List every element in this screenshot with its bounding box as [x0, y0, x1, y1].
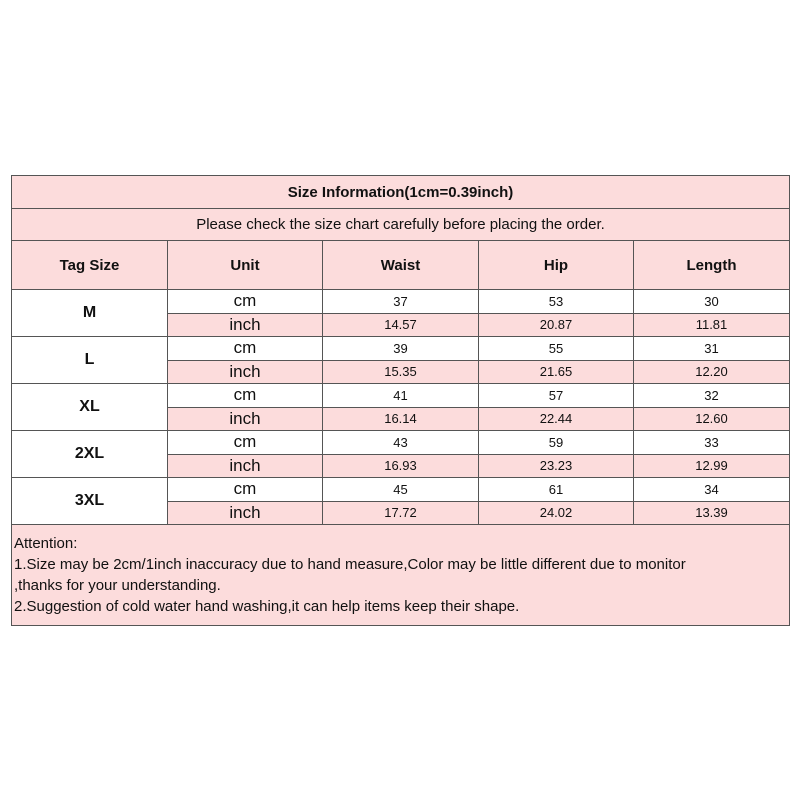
unit-cell: inch	[167, 359, 323, 384]
waist-cell: 39	[322, 336, 479, 361]
header-tag-size: Tag Size	[11, 240, 168, 290]
hip-cell: 23.23	[478, 453, 634, 478]
table-row: 2XL cm 43 59 33	[11, 430, 790, 478]
table-title: Size Information(1cm=0.39inch)	[11, 175, 790, 209]
hip-cell: 24.02	[478, 500, 634, 525]
header-waist: Waist	[322, 240, 479, 290]
attention-note: Attention: 1.Size may be 2cm/1inch inaccu…	[11, 524, 790, 626]
table-subtitle: Please check the size chart carefully be…	[11, 208, 790, 241]
tag-size-cell: M	[11, 289, 168, 337]
attention-line: Attention:	[14, 535, 78, 552]
hip-cell: 21.65	[478, 359, 634, 384]
hip-cell: 53	[478, 289, 634, 314]
table-row: inch 16.14 22.44 12.60	[11, 406, 790, 431]
table-row: inch 15.35 21.65 12.20	[11, 359, 790, 384]
length-cell: 12.99	[633, 453, 790, 478]
tag-size-cell: 2XL	[11, 430, 168, 478]
hip-cell: 20.87	[478, 312, 634, 337]
table-row: 3XL cm 45 61 34	[11, 477, 790, 525]
header-row: Tag Size Unit Waist Hip Length	[11, 240, 790, 290]
waist-cell: 45	[322, 477, 479, 502]
unit-cell: cm	[167, 383, 323, 408]
table-row: XL cm 41 57 32	[11, 383, 790, 431]
unit-cell: cm	[167, 336, 323, 361]
unit-cell: inch	[167, 453, 323, 478]
unit-cell: inch	[167, 500, 323, 525]
waist-cell: 15.35	[322, 359, 479, 384]
hip-cell: 59	[478, 430, 634, 455]
unit-cell: cm	[167, 430, 323, 455]
waist-cell: 16.14	[322, 406, 479, 431]
unit-cell: inch	[167, 406, 323, 431]
table-row: inch 16.93 23.23 12.99	[11, 453, 790, 478]
length-cell: 34	[633, 477, 790, 502]
waist-cell: 43	[322, 430, 479, 455]
length-cell: 31	[633, 336, 790, 361]
waist-cell: 14.57	[322, 312, 479, 337]
size-chart-table: Size Information(1cm=0.39inch) Please ch…	[11, 175, 790, 626]
header-hip: Hip	[478, 240, 634, 290]
length-cell: 30	[633, 289, 790, 314]
length-cell: 12.20	[633, 359, 790, 384]
attention-line: ,thanks for your understanding.	[14, 577, 221, 594]
length-cell: 33	[633, 430, 790, 455]
attention-line: 2.Suggestion of cold water hand washing,…	[14, 598, 520, 615]
length-cell: 11.81	[633, 312, 790, 337]
hip-cell: 57	[478, 383, 634, 408]
unit-cell: cm	[167, 477, 323, 502]
length-cell: 13.39	[633, 500, 790, 525]
tag-size-cell: L	[11, 336, 168, 384]
attention-line: 1.Size may be 2cm/1inch inaccuracy due t…	[14, 556, 686, 573]
hip-cell: 22.44	[478, 406, 634, 431]
waist-cell: 17.72	[322, 500, 479, 525]
tag-size-cell: 3XL	[11, 477, 168, 525]
unit-cell: inch	[167, 312, 323, 337]
length-cell: 12.60	[633, 406, 790, 431]
length-cell: 32	[633, 383, 790, 408]
waist-cell: 41	[322, 383, 479, 408]
hip-cell: 61	[478, 477, 634, 502]
header-length: Length	[633, 240, 790, 290]
waist-cell: 16.93	[322, 453, 479, 478]
tag-size-cell: XL	[11, 383, 168, 431]
hip-cell: 55	[478, 336, 634, 361]
waist-cell: 37	[322, 289, 479, 314]
table-row: inch 14.57 20.87 11.81	[11, 312, 790, 337]
unit-cell: cm	[167, 289, 323, 314]
header-unit: Unit	[167, 240, 323, 290]
